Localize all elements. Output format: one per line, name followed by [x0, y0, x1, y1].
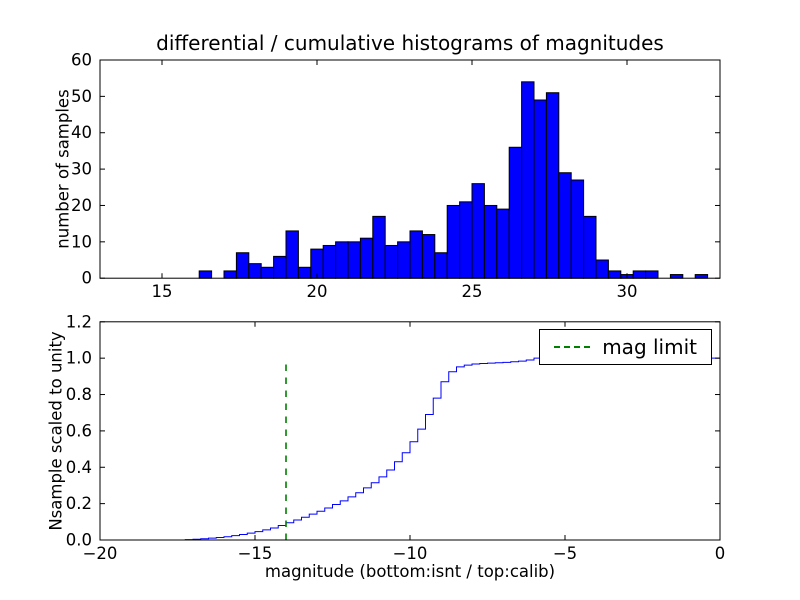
histogram-bar: [235, 252, 250, 279]
histogram-bar: [322, 244, 337, 279]
y-tick-label: 0: [82, 269, 93, 288]
histogram-bar: [248, 263, 262, 279]
x-tick-label: 0: [715, 544, 726, 563]
histogram-bar: [471, 183, 485, 279]
histogram-bar: [335, 241, 349, 279]
histogram-bar: [297, 266, 312, 279]
histogram-bar: [397, 241, 411, 279]
histogram-bar: [645, 270, 659, 279]
x-tick-label: 20: [307, 282, 328, 301]
y-tick-label: 10: [71, 232, 92, 251]
x-tick-label: −5: [553, 544, 577, 563]
histogram-bar: [496, 208, 510, 279]
legend-dashed-line-icon: [554, 346, 591, 348]
y-tick-label: 1.0: [66, 349, 92, 368]
histogram-bar: [570, 179, 585, 279]
x-tick-label: −10: [393, 544, 428, 563]
histogram-bar: [583, 215, 597, 279]
histogram-bar: [347, 241, 361, 279]
y-tick-label: 0.6: [66, 421, 92, 440]
histogram-bar: [223, 270, 237, 279]
x-tick-label: 30: [617, 282, 638, 301]
y-tick-label: 60: [71, 51, 92, 70]
histogram-bar: [521, 81, 535, 279]
histogram-bar: [483, 204, 498, 279]
histogram-bar: [285, 230, 299, 279]
histogram-bar: [446, 204, 461, 279]
y-tick-label: 0.2: [66, 494, 92, 513]
histogram-bar: [459, 201, 473, 279]
histogram-bar: [669, 274, 684, 279]
y-tick-label: 40: [71, 123, 92, 142]
y-tick-label: 1.2: [66, 312, 92, 331]
y-tick-label: 20: [71, 196, 92, 215]
x-tick-label: 15: [152, 282, 173, 301]
histogram-bar: [260, 266, 275, 279]
histogram-bar: [372, 215, 386, 279]
histogram-bar: [434, 252, 448, 279]
figure-title: differential / cumulative histograms of …: [156, 31, 664, 55]
x-tick-label: 25: [462, 282, 483, 301]
y-tick-label: 0.8: [66, 385, 92, 404]
legend-label: mag limit: [602, 335, 697, 359]
histogram-bar: [421, 234, 436, 279]
histogram-bar: [198, 270, 213, 279]
histogram-bar: [384, 244, 399, 279]
y-tick-label: 30: [71, 160, 92, 179]
histogram-bar: [694, 274, 709, 279]
y-tick-label: 0.0: [66, 531, 92, 550]
histogram-bar: [545, 92, 560, 279]
histogram-bar: [558, 172, 572, 279]
histogram-bar: [409, 230, 423, 279]
x-tick-label: −15: [238, 544, 273, 563]
xlabel: magnitude (bottom:isnt / top:calib): [264, 562, 556, 581]
cumulative-curve: [177, 357, 720, 541]
histogram-bar: [273, 255, 287, 279]
histogram-bar: [359, 237, 374, 279]
x-tick-label: −20: [83, 544, 118, 563]
histogram-bar: [632, 270, 647, 279]
histogram-bar: [533, 99, 547, 279]
histogram-bar: [607, 270, 622, 279]
histogram-bar: [595, 259, 609, 279]
y-tick-label: 50: [71, 87, 92, 106]
histogram-bar: [508, 146, 523, 279]
y-tick-label: 0.4: [66, 458, 92, 477]
legend: mag limit: [539, 329, 712, 365]
